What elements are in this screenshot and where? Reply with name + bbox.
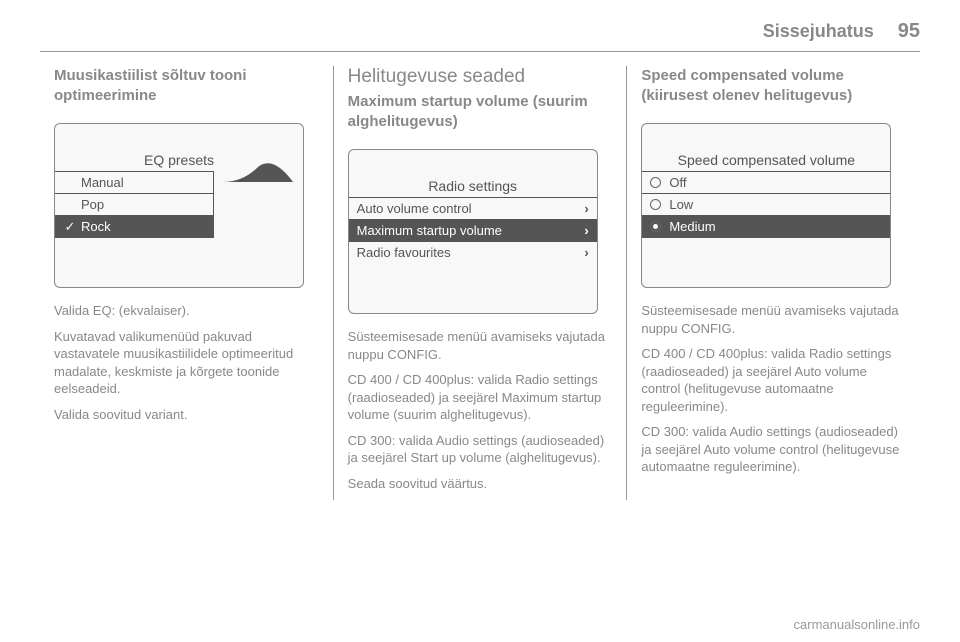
col3-p3: CD 300: valida Audio settings (audiosead… — [641, 423, 906, 476]
speed-row-label: Off — [669, 175, 686, 190]
eq-row-manual[interactable]: Manual — [55, 172, 213, 194]
eq-row-rock[interactable]: ✓ Rock — [55, 216, 213, 238]
col3-p1: Süsteemisesade menüü avamiseks vajutada … — [641, 302, 906, 337]
radio-screen-title: Radio settings — [349, 175, 597, 197]
chevron-right-icon: › — [584, 245, 588, 260]
speed-screen-title: Speed compensated volume — [642, 149, 890, 171]
col2-p1: Süsteemisesade menüü avamiseks vajutada … — [348, 328, 613, 363]
speed-row-label: Medium — [669, 219, 715, 234]
chevron-right-icon: › — [584, 223, 588, 238]
speed-row-off[interactable]: Off — [642, 172, 890, 194]
col-1: Muusikastiilist sõltuv tooni optimeerimi… — [40, 66, 334, 500]
speed-volume-screen: Speed compensated volume Off Low Medium — [641, 123, 891, 288]
speed-list: Off Low Medium — [642, 171, 890, 238]
radio-row-favourites[interactable]: Radio favourites › — [349, 242, 597, 264]
radio-row-max-startup[interactable]: Maximum startup volume › — [349, 220, 597, 242]
speed-row-low[interactable]: Low — [642, 194, 890, 216]
header-section: Sissejuhatus — [763, 21, 874, 42]
check-icon: ✓ — [63, 219, 77, 235]
col3-p2: CD 400 / CD 400plus: valida Radio settin… — [641, 345, 906, 415]
eq-presets-screen: EQ presets Manual Pop ✓ — [54, 123, 304, 288]
radio-row-label: Radio favourites — [357, 245, 451, 260]
eq-list: Manual Pop ✓ Rock — [55, 171, 213, 238]
col1-subheading: Muusikastiilist sõltuv tooni optimeerimi… — [54, 66, 319, 105]
radio-icon — [650, 177, 661, 188]
col3-subheading: Speed compensated volume (kiirusest olen… — [641, 66, 906, 105]
radio-filled-icon — [650, 221, 661, 232]
chevron-right-icon: › — [584, 201, 588, 216]
radio-row-label: Auto volume control — [357, 201, 472, 216]
col2-p2: CD 400 / CD 400plus: valida Radio settin… — [348, 371, 613, 424]
col2-p3: CD 300: valida Audio settings (audiosead… — [348, 432, 613, 467]
speed-row-label: Low — [669, 197, 693, 212]
content-columns: Muusikastiilist sõltuv tooni optimeerimi… — [0, 66, 960, 500]
col-2: Helitugevuse seaded Maximum startup volu… — [334, 66, 628, 500]
watermark: carmanualsonline.info — [794, 617, 920, 632]
col-3: Speed compensated volume (kiirusest olen… — [627, 66, 920, 500]
eq-row-label: Rock — [81, 219, 111, 234]
eq-wave-icon — [223, 161, 293, 183]
col1-p3: Valida soovitud variant. — [54, 406, 319, 424]
page-header: Sissejuhatus 95 — [0, 0, 960, 51]
eq-curve-panel — [213, 171, 303, 238]
radio-row-label: Maximum startup volume — [357, 223, 502, 238]
col1-p1: Valida EQ: (ekvalaiser). — [54, 302, 319, 320]
col2-subheading: Maximum startup volume (suurim alghelitu… — [348, 92, 613, 131]
radio-row-auto-volume[interactable]: Auto volume control › — [349, 198, 597, 220]
radio-list: Auto volume control › Maximum startup vo… — [349, 197, 597, 264]
header-page-number: 95 — [898, 20, 920, 43]
radio-icon — [650, 199, 661, 210]
col2-p4: Seada soovitud väärtus. — [348, 475, 613, 493]
header-divider — [40, 51, 920, 52]
eq-row-label: Manual — [81, 175, 124, 190]
eq-row-pop[interactable]: Pop — [55, 194, 213, 216]
radio-settings-screen: Radio settings Auto volume control › Max… — [348, 149, 598, 314]
col1-p2: Kuvatavad valikumenüüd pakuvad vastavate… — [54, 328, 319, 398]
col2-heading: Helitugevuse seaded — [348, 66, 613, 88]
speed-row-medium[interactable]: Medium — [642, 216, 890, 238]
eq-row-label: Pop — [81, 197, 104, 212]
